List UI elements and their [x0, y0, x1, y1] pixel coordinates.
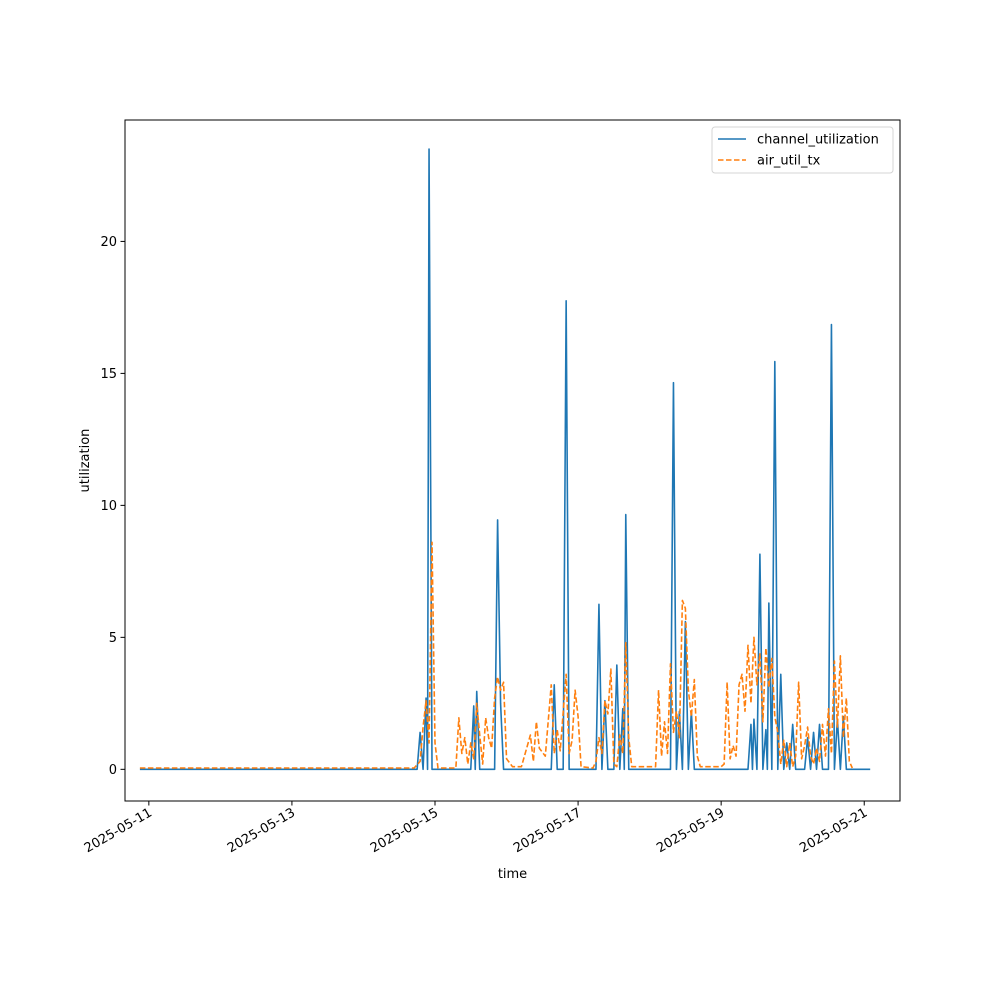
x-tick-label: 2025-05-11	[82, 805, 155, 856]
legend-label: air_util_tx	[757, 154, 821, 169]
legend-box	[711, 126, 894, 174]
series-line-air-util-tx	[139, 541, 854, 769]
y-axis-label: utilization	[78, 429, 93, 493]
x-tick-label: 2025-05-13	[225, 805, 298, 856]
x-tick-label: 2025-05-15	[368, 805, 441, 856]
y-tick-label: 10	[100, 499, 117, 514]
y-axis: 0 5 10 15 20	[100, 235, 125, 778]
legend: channel_utilization air_util_tx	[711, 126, 894, 174]
x-axis-label: time	[498, 867, 527, 882]
y-tick-label: 15	[100, 367, 117, 382]
x-tick-label: 2025-05-17	[511, 805, 584, 856]
series-line-channel-utilization	[139, 148, 871, 771]
plot-frame	[124, 119, 901, 802]
x-axis: 2025-05-11 2025-05-13 2025-05-15 2025-05-17…	[82, 801, 870, 856]
legend-label: channel_utilization	[757, 133, 879, 148]
x-tick-label: 2025-05-19	[654, 805, 727, 856]
y-tick-label: 20	[100, 235, 117, 250]
plot-lines	[139, 148, 871, 771]
y-tick-label: 5	[109, 631, 117, 646]
x-tick-label: 2025-05-21	[797, 805, 870, 856]
y-tick-label: 0	[109, 763, 117, 778]
